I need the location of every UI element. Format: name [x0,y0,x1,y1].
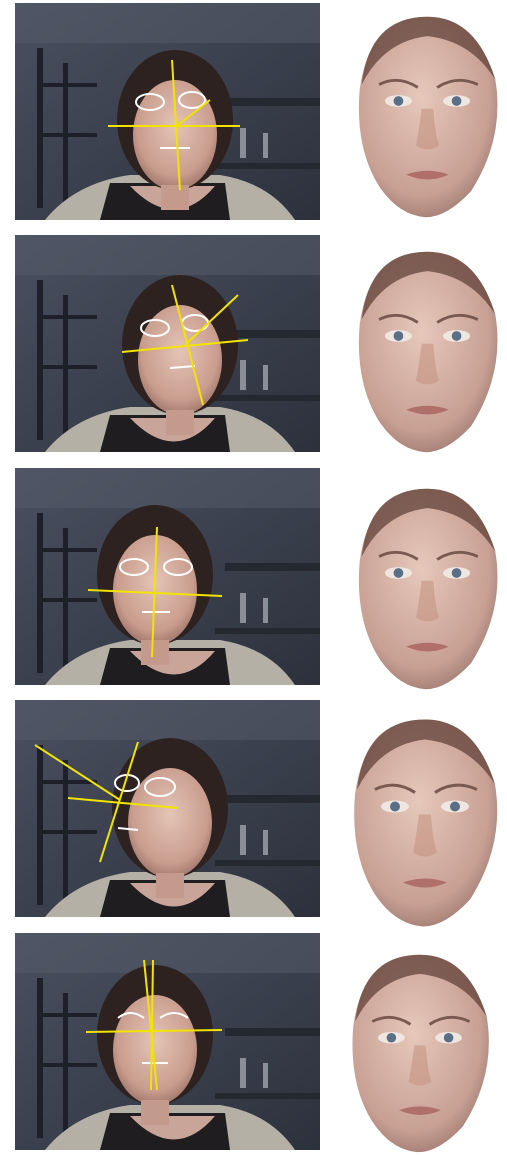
row [15,933,489,1152]
row [15,3,497,220]
row [15,468,497,689]
frontal-face [359,489,498,690]
figure [0,0,507,1157]
row [15,235,497,452]
frontal-face [359,17,498,218]
frontal-face [359,252,498,453]
page [0,0,507,1157]
frontal-face [354,720,497,927]
row [15,700,497,927]
frontal-face [352,955,488,1152]
